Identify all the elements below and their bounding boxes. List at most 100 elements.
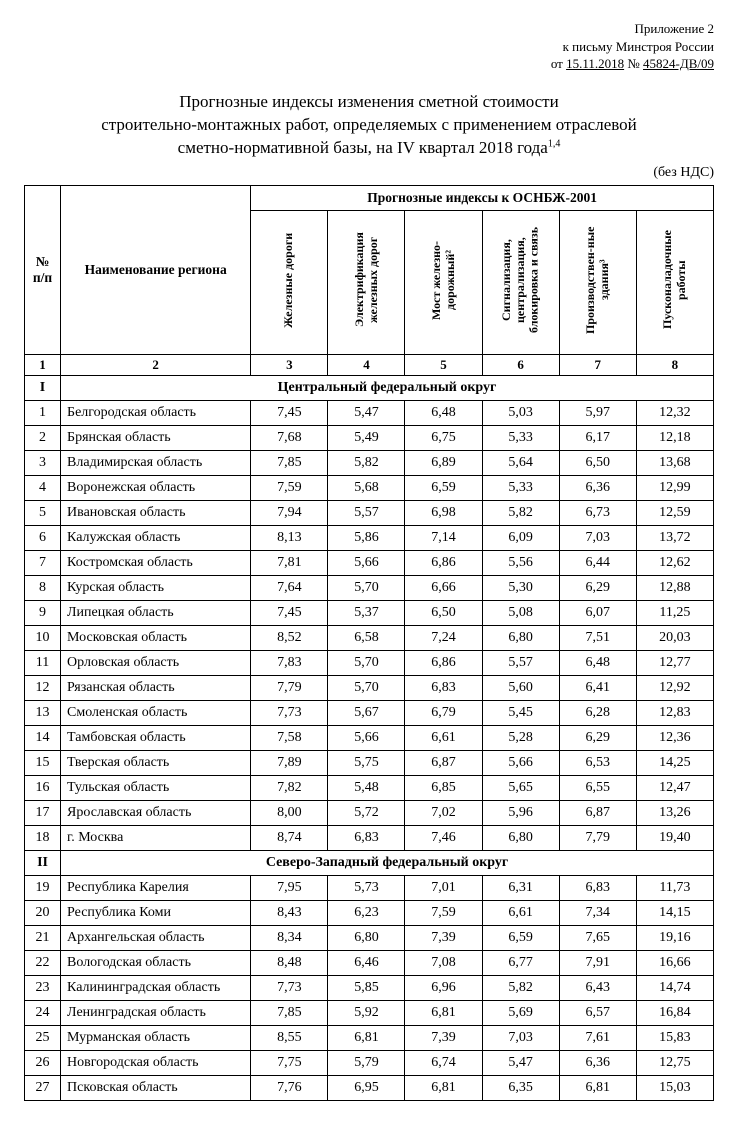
value-cell: 6,59	[405, 476, 482, 501]
value-cell: 6,31	[482, 876, 559, 901]
value-cell: 7,83	[251, 651, 328, 676]
table-row: 6Калужская область8,135,867,146,097,0313…	[25, 526, 714, 551]
col-header-6: Сигнализация, централизация, блокировка …	[482, 211, 559, 355]
table-body: IЦентральный федеральный округ1Белгородс…	[25, 376, 714, 1101]
region-name: Тверская область	[61, 751, 251, 776]
value-cell: 6,35	[482, 1076, 559, 1101]
value-cell: 6,83	[328, 826, 405, 851]
section-row: IIСеверо-Западный федеральный округ	[25, 851, 714, 876]
value-cell: 14,15	[636, 901, 713, 926]
value-cell: 6,55	[559, 776, 636, 801]
value-cell: 7,64	[251, 576, 328, 601]
value-cell: 7,03	[559, 526, 636, 551]
region-name: Ярославская область	[61, 801, 251, 826]
value-cell: 6,58	[328, 626, 405, 651]
value-cell: 5,86	[328, 526, 405, 551]
letter-ref: к письму Минстроя России	[563, 39, 714, 54]
table-row: 27Псковская область7,766,956,816,356,811…	[25, 1076, 714, 1101]
value-cell: 6,36	[559, 476, 636, 501]
table-row: 14Тамбовская область7,585,666,615,286,29…	[25, 726, 714, 751]
value-cell: 5,82	[482, 976, 559, 1001]
value-cell: 6,57	[559, 1001, 636, 1026]
value-cell: 5,48	[328, 776, 405, 801]
value-cell: 6,66	[405, 576, 482, 601]
value-cell: 6,29	[559, 726, 636, 751]
value-cell: 7,02	[405, 801, 482, 826]
value-cell: 7,46	[405, 826, 482, 851]
region-name: Воронежская область	[61, 476, 251, 501]
value-cell: 6,81	[405, 1001, 482, 1026]
value-cell: 5,60	[482, 676, 559, 701]
row-number: 1	[25, 401, 61, 426]
value-cell: 6,87	[559, 801, 636, 826]
value-cell: 7,65	[559, 926, 636, 951]
value-cell: 5,70	[328, 676, 405, 701]
region-name: Брянская область	[61, 426, 251, 451]
region-name: Рязанская область	[61, 676, 251, 701]
value-cell: 5,08	[482, 601, 559, 626]
col-header-4: Электрификация железных дорог	[328, 211, 405, 355]
row-number: 24	[25, 1001, 61, 1026]
region-name: Тульская область	[61, 776, 251, 801]
date: 15.11.2018	[566, 56, 624, 71]
row-number: 5	[25, 501, 61, 526]
value-cell: 12,47	[636, 776, 713, 801]
value-cell: 6,43	[559, 976, 636, 1001]
value-cell: 6,95	[328, 1076, 405, 1101]
value-cell: 12,18	[636, 426, 713, 451]
value-cell: 7,03	[482, 1026, 559, 1051]
table-row: 25Мурманская область8,556,817,397,037,61…	[25, 1026, 714, 1051]
region-name: Липецкая область	[61, 601, 251, 626]
table-row: 12Рязанская область7,795,706,835,606,411…	[25, 676, 714, 701]
value-cell: 12,83	[636, 701, 713, 726]
value-cell: 5,47	[328, 401, 405, 426]
row-number: 14	[25, 726, 61, 751]
value-cell: 6,81	[559, 1076, 636, 1101]
value-cell: 7,45	[251, 401, 328, 426]
row-number: 26	[25, 1051, 61, 1076]
value-cell: 12,36	[636, 726, 713, 751]
value-cell: 6,89	[405, 451, 482, 476]
value-cell: 6,73	[559, 501, 636, 526]
date-prefix: от	[551, 56, 566, 71]
region-name: Костромская область	[61, 551, 251, 576]
value-cell: 6,80	[328, 926, 405, 951]
table-row: 10Московская область8,526,587,246,807,51…	[25, 626, 714, 651]
value-cell: 5,66	[328, 726, 405, 751]
value-cell: 7,61	[559, 1026, 636, 1051]
appendix-label: Приложение 2	[634, 21, 714, 36]
col-num-6: 6	[482, 355, 559, 376]
value-cell: 5,30	[482, 576, 559, 601]
col-num-8: 8	[636, 355, 713, 376]
value-cell: 6,87	[405, 751, 482, 776]
value-cell: 6,83	[405, 676, 482, 701]
value-cell: 8,52	[251, 626, 328, 651]
row-number: 19	[25, 876, 61, 901]
table-row: 23Калининградская область7,735,856,965,8…	[25, 976, 714, 1001]
value-cell: 6,61	[482, 901, 559, 926]
value-cell: 5,47	[482, 1051, 559, 1076]
value-cell: 6,53	[559, 751, 636, 776]
value-cell: 7,94	[251, 501, 328, 526]
region-name: Курская область	[61, 576, 251, 601]
section-title: Центральный федеральный округ	[61, 376, 714, 401]
table-row: 15Тверская область7,895,756,875,666,5314…	[25, 751, 714, 776]
row-number: 10	[25, 626, 61, 651]
value-cell: 5,28	[482, 726, 559, 751]
value-cell: 7,68	[251, 426, 328, 451]
col-num-3: 3	[251, 355, 328, 376]
value-cell: 7,39	[405, 926, 482, 951]
value-cell: 5,75	[328, 751, 405, 776]
value-cell: 5,79	[328, 1051, 405, 1076]
value-cell: 19,16	[636, 926, 713, 951]
value-cell: 7,24	[405, 626, 482, 651]
row-number: 27	[25, 1076, 61, 1101]
value-cell: 6,86	[405, 551, 482, 576]
value-cell: 5,97	[559, 401, 636, 426]
col-num-1: 1	[25, 355, 61, 376]
table-row: 24Ленинградская область7,855,926,815,696…	[25, 1001, 714, 1026]
value-cell: 5,92	[328, 1001, 405, 1026]
table-row: 9Липецкая область7,455,376,505,086,0711,…	[25, 601, 714, 626]
value-cell: 6,48	[405, 401, 482, 426]
value-cell: 5,57	[482, 651, 559, 676]
